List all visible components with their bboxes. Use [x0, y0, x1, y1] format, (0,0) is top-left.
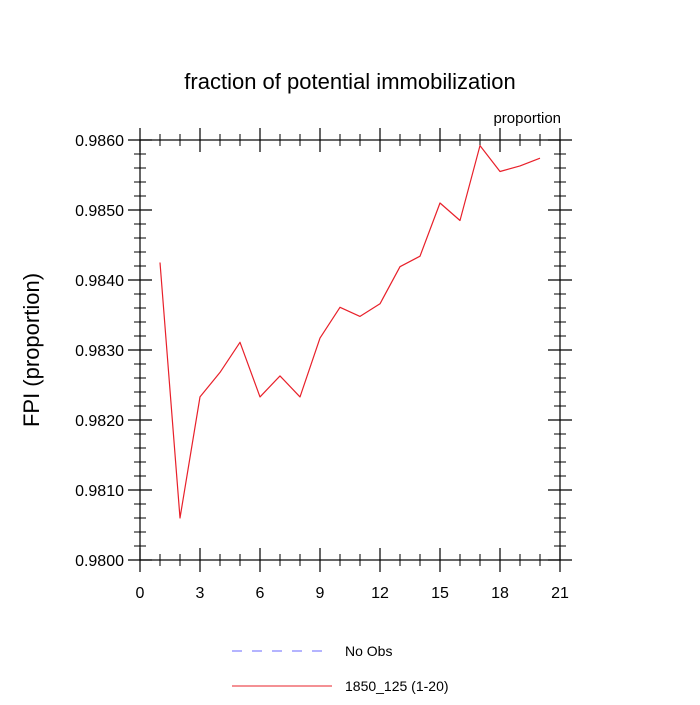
x-tick-label: 15	[431, 585, 449, 602]
x-tick-label: 0	[136, 585, 145, 602]
series-layer	[159, 145, 541, 519]
y-axis-label: FPI (proportion)	[19, 273, 44, 427]
y-tick-label: 0.9810	[75, 483, 124, 500]
y-tick-label: 0.9840	[75, 273, 124, 290]
x-tick-label: 3	[196, 585, 205, 602]
chart-title: fraction of potential immobilization	[184, 69, 515, 94]
y-tick-label: 0.9820	[75, 413, 124, 430]
x-tick-label: 6	[256, 585, 265, 602]
plot-frame	[139, 139, 561, 561]
y-tick-labels: 0.9800 0.9810 0.9820 0.9830 0.9840 0.9850 0.98…	[75, 133, 124, 570]
minor-ticks	[134, 134, 566, 566]
x-tick-label: 21	[551, 585, 569, 602]
y-tick-label: 0.9850	[75, 203, 124, 220]
y-tick-label: 0.9860	[75, 133, 124, 150]
y-tick-label: 0.9830	[75, 343, 124, 360]
x-tick-label: 12	[371, 585, 389, 602]
major-ticks	[128, 128, 572, 572]
chart-subtitle: proportion	[493, 110, 561, 127]
series-line	[159, 145, 541, 519]
x-tick-label: 18	[491, 585, 509, 602]
x-tick-label: 9	[316, 585, 325, 602]
y-tick-label: 0.9800	[75, 553, 124, 570]
x-tick-labels: 0 3 6 9 12 15 18 21	[136, 585, 569, 602]
legend-label-series: 1850_125 (1-20)	[345, 678, 449, 694]
legend: No Obs 1850_125 (1-20)	[232, 643, 449, 694]
legend-label-no-obs: No Obs	[345, 643, 392, 659]
